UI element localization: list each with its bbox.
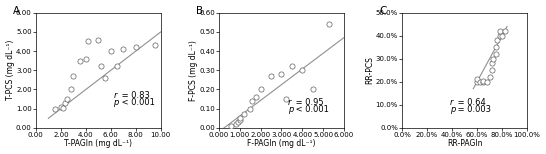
X-axis label: T-PAGln (mg dL⁻¹): T-PAGln (mg dL⁻¹): [64, 139, 132, 148]
Point: [488, 62, 496, 65]
Text: r: r: [449, 98, 453, 107]
Point: [281, 98, 290, 100]
Point: [288, 65, 296, 68]
Point: [59, 107, 68, 109]
Point: [298, 69, 307, 71]
X-axis label: F-PAGln (mg dL⁻¹): F-PAGln (mg dL⁻¹): [247, 139, 316, 148]
Point: [100, 77, 109, 79]
Point: [81, 58, 90, 60]
Point: [256, 88, 265, 91]
Point: [94, 38, 103, 41]
Point: [308, 88, 317, 91]
Text: p: p: [114, 98, 118, 107]
Point: [497, 34, 506, 37]
Point: [248, 100, 257, 102]
Point: [473, 78, 482, 81]
Point: [56, 105, 65, 108]
Point: [246, 107, 254, 110]
Point: [479, 81, 488, 83]
Point: [67, 88, 75, 91]
Y-axis label: F-PCS (mg dL⁻¹): F-PCS (mg dL⁻¹): [189, 40, 198, 101]
Point: [97, 65, 105, 68]
Point: [495, 30, 504, 32]
Point: [132, 46, 140, 49]
Y-axis label: RR-PCS: RR-PCS: [365, 56, 374, 84]
Text: C: C: [379, 6, 387, 16]
Point: [235, 119, 244, 122]
Point: [492, 39, 501, 42]
Point: [325, 23, 334, 25]
Text: = 0.83: = 0.83: [119, 91, 150, 100]
Point: [491, 46, 500, 49]
Point: [69, 75, 78, 77]
Point: [277, 73, 286, 75]
Text: r: r: [114, 91, 117, 100]
Text: = 0.003: = 0.003: [455, 105, 491, 114]
Point: [84, 40, 93, 43]
Point: [227, 125, 236, 127]
Text: p: p: [449, 105, 455, 114]
Point: [491, 53, 500, 55]
Point: [489, 58, 497, 60]
Point: [483, 81, 491, 83]
Point: [60, 102, 69, 104]
Text: p: p: [288, 105, 293, 114]
Point: [112, 65, 121, 68]
Text: = 0.64: = 0.64: [455, 98, 486, 107]
Point: [240, 113, 248, 116]
Text: < 0.001: < 0.001: [119, 98, 155, 107]
Text: = 0.95: = 0.95: [293, 98, 324, 107]
Point: [235, 117, 244, 120]
Point: [232, 123, 240, 125]
Point: [233, 121, 242, 123]
Point: [473, 81, 482, 83]
Point: [266, 75, 275, 77]
Point: [119, 48, 128, 50]
Text: B: B: [197, 6, 204, 16]
X-axis label: RR-PAGln: RR-PAGln: [447, 139, 482, 148]
Point: [50, 107, 59, 110]
Point: [500, 30, 509, 32]
Text: A: A: [13, 6, 21, 16]
Point: [485, 76, 494, 78]
Point: [75, 59, 84, 62]
Point: [63, 98, 72, 100]
Text: < 0.001: < 0.001: [293, 105, 329, 114]
Text: r: r: [288, 98, 291, 107]
Point: [479, 79, 488, 82]
Point: [150, 44, 159, 47]
Point: [475, 81, 484, 83]
Y-axis label: T-PCS (mg dL⁻¹): T-PCS (mg dL⁻¹): [5, 40, 15, 100]
Point: [106, 50, 115, 52]
Point: [252, 96, 261, 98]
Point: [488, 69, 496, 71]
Point: [495, 34, 504, 37]
